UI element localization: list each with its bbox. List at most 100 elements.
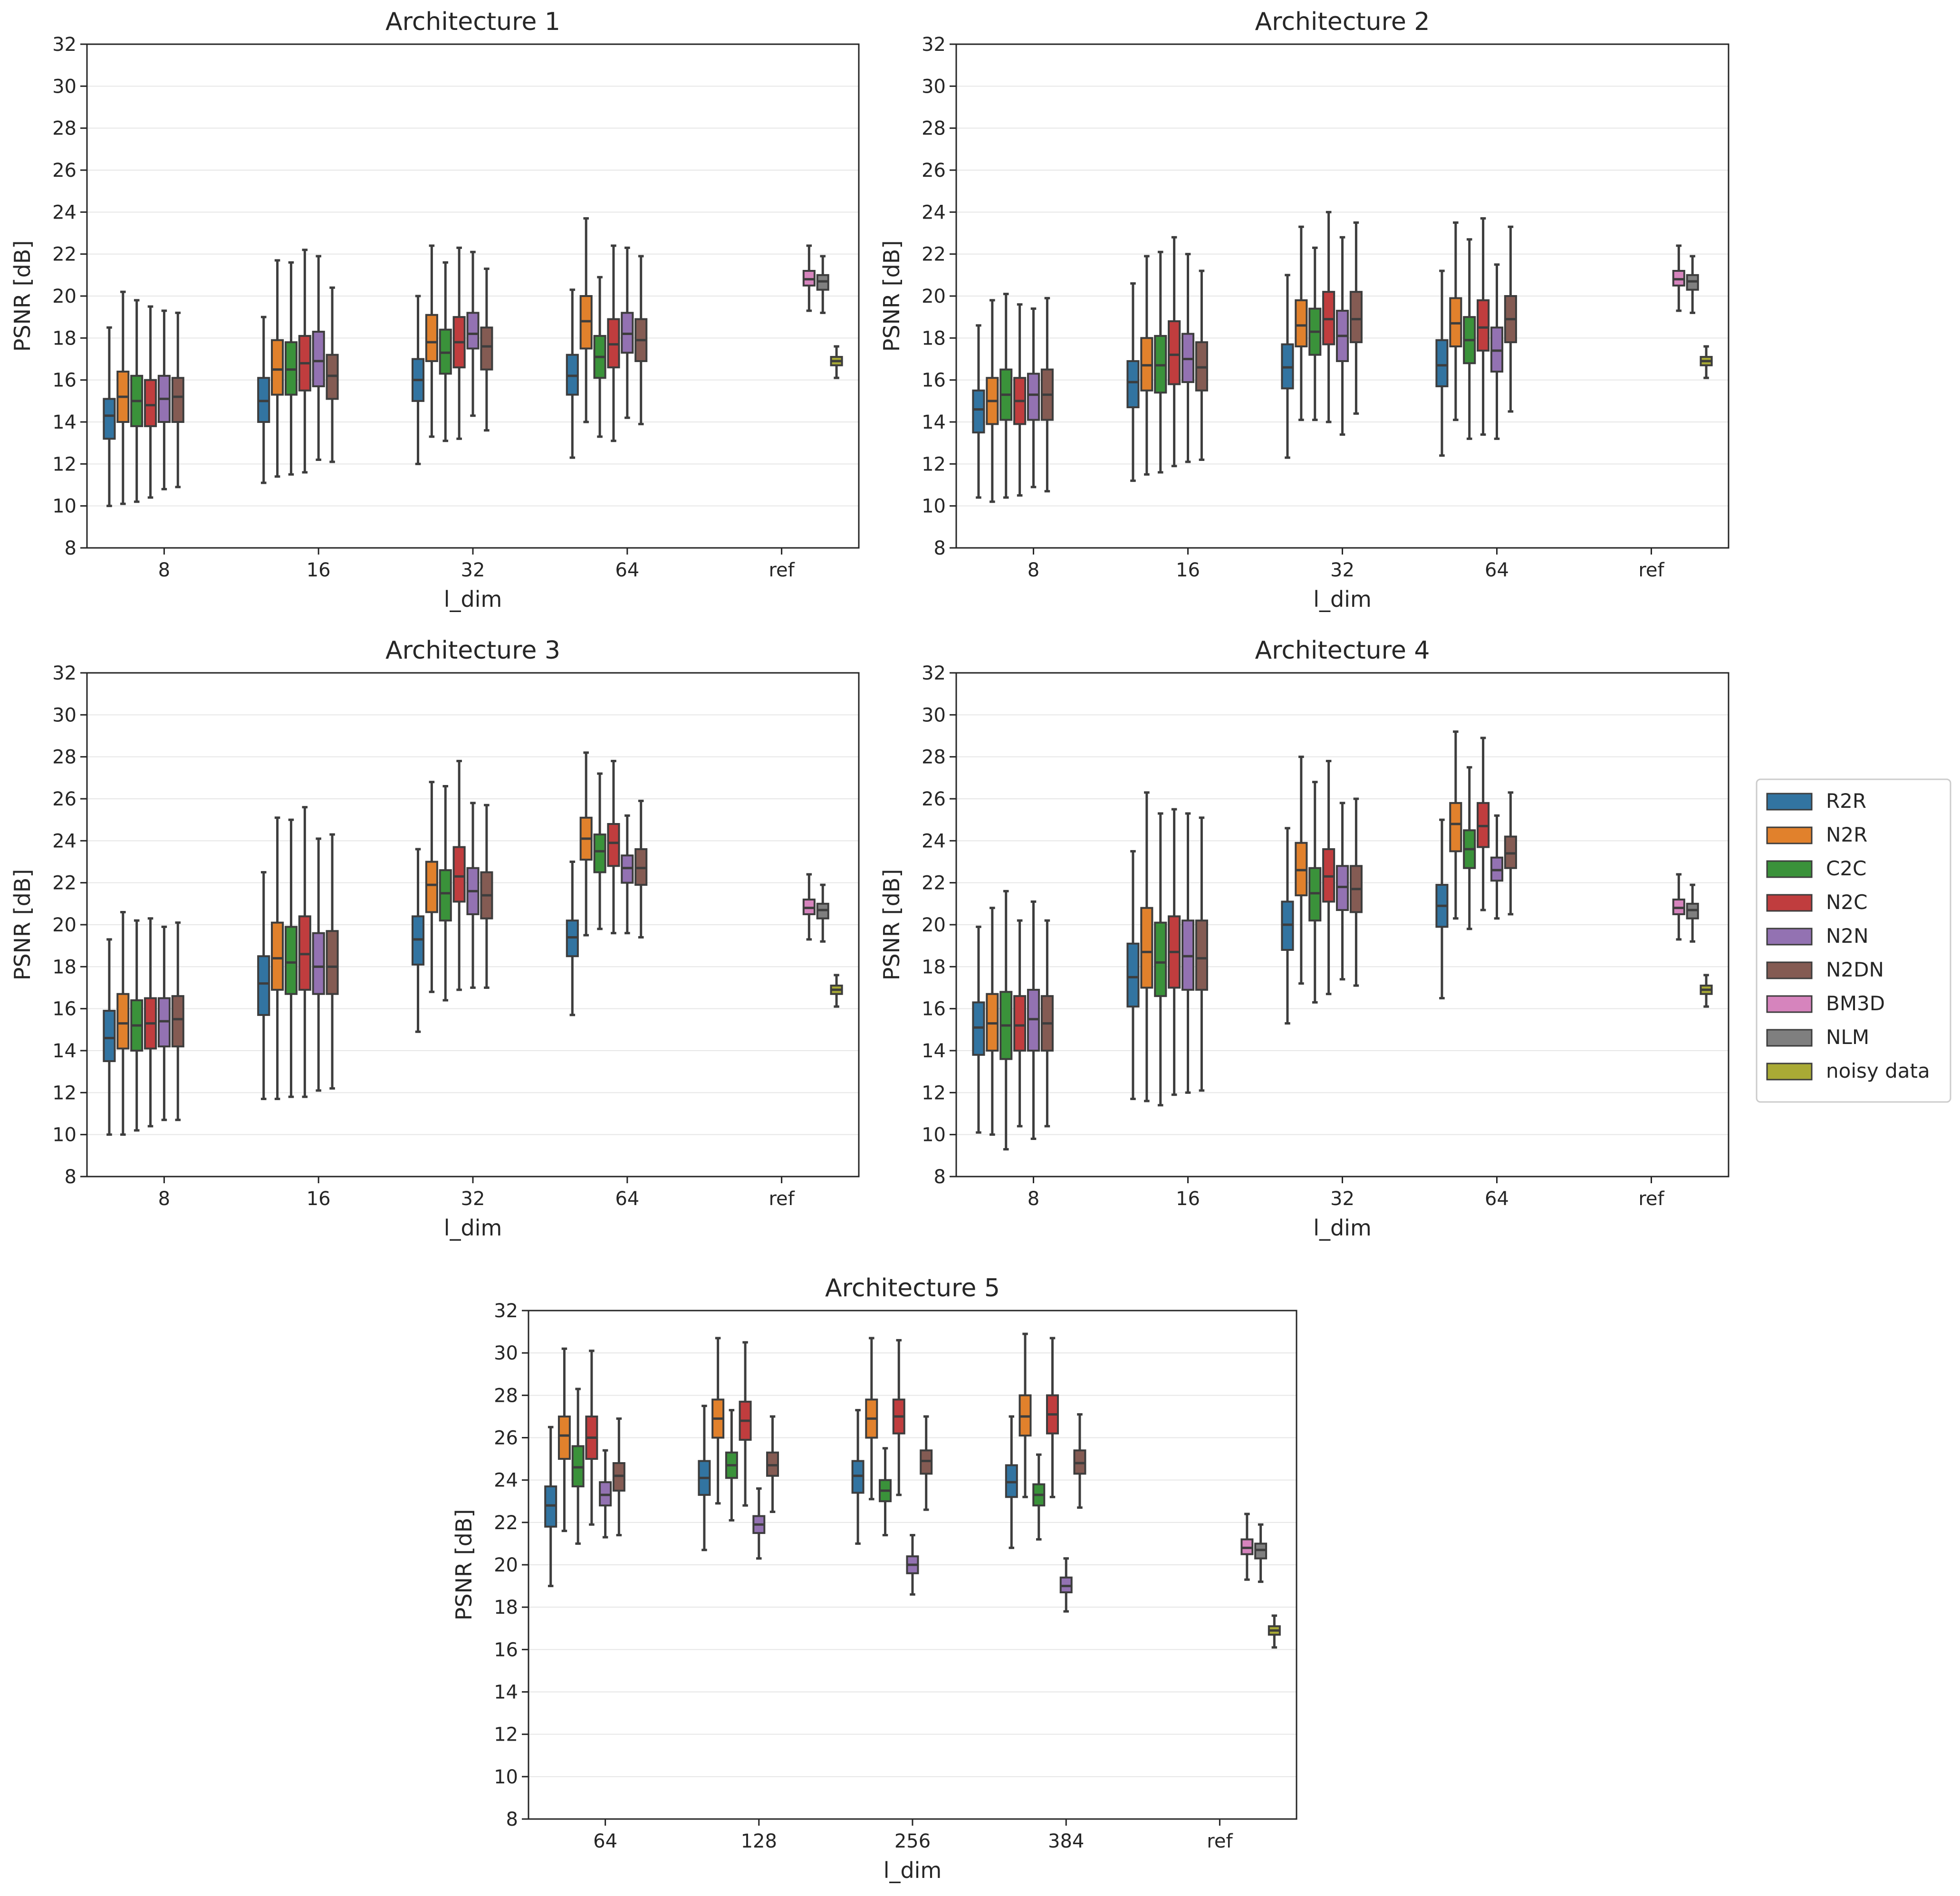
box-body xyxy=(607,823,620,867)
box-n2c xyxy=(585,1350,598,1526)
x-tick-label: 64 xyxy=(1485,559,1509,581)
legend-swatch xyxy=(1766,860,1813,878)
box-body xyxy=(171,995,184,1048)
y-tick-label: 28 xyxy=(922,118,946,140)
x-tick-label: 256 xyxy=(894,1830,931,1852)
box-r2r xyxy=(544,1426,557,1588)
y-tick-label: 10 xyxy=(494,1766,518,1788)
y-tick-label: 28 xyxy=(922,747,946,768)
box-n2dn xyxy=(171,311,184,488)
legend-entry: N2DN xyxy=(1766,958,1884,981)
box-n2n xyxy=(752,1487,766,1560)
box-n2dn xyxy=(612,1417,625,1537)
box-nlm xyxy=(1254,1523,1268,1583)
box-n2r xyxy=(865,1337,878,1501)
legend-entry: C2C xyxy=(1766,857,1866,880)
box-n2c xyxy=(607,760,620,935)
box-r2r xyxy=(1435,269,1449,457)
legend-entry: BM3D xyxy=(1766,992,1885,1015)
legend-swatch xyxy=(1766,1063,1813,1081)
legend-label: N2C xyxy=(1826,891,1867,914)
x-tick-label: 32 xyxy=(1330,1188,1355,1210)
y-tick-label: 20 xyxy=(494,1554,518,1576)
y-tick-label: 10 xyxy=(52,496,77,517)
box-c2c xyxy=(1154,250,1167,474)
box-noisy-data xyxy=(830,974,843,1008)
box-body xyxy=(257,955,270,1016)
y-tick-label: 30 xyxy=(52,704,77,726)
y-tick-label: 24 xyxy=(494,1470,518,1492)
box-body xyxy=(171,377,184,423)
box-n2dn xyxy=(1195,269,1208,461)
box-body xyxy=(1349,291,1363,344)
box-c2c xyxy=(130,299,144,503)
legend-label: N2DN xyxy=(1826,958,1884,981)
box-body xyxy=(1013,995,1027,1052)
box-body xyxy=(271,921,284,991)
box-body xyxy=(284,926,298,995)
box-c2c xyxy=(1154,812,1167,1107)
y-tick-label: 24 xyxy=(52,830,77,852)
box-n2n xyxy=(1027,900,1040,1140)
box-n2c xyxy=(1013,919,1027,1128)
box-noisy-data xyxy=(1700,345,1713,379)
box-body xyxy=(1126,942,1140,1008)
x-axis-label: l_dim xyxy=(1313,1215,1372,1241)
box-n2c xyxy=(892,1339,905,1496)
box-body xyxy=(312,331,325,387)
box-body xyxy=(466,312,480,350)
box-r2r xyxy=(1126,282,1140,482)
box-c2c xyxy=(725,1409,738,1522)
box-n2r xyxy=(116,290,130,505)
box-body xyxy=(326,930,339,995)
box-n2n xyxy=(312,255,325,461)
box-nlm xyxy=(816,883,829,943)
box-n2c xyxy=(298,249,311,474)
y-tick-label: 30 xyxy=(494,1342,518,1364)
legend-label: N2N xyxy=(1826,924,1869,948)
box-n2c xyxy=(144,305,157,499)
box-r2r xyxy=(566,288,579,459)
box-c2c xyxy=(999,890,1013,1151)
x-tick-label: ref xyxy=(769,1188,795,1210)
x-axis-label: l_dim xyxy=(884,1858,942,1883)
x-tick-label: 128 xyxy=(741,1830,777,1852)
box-plots xyxy=(972,211,1713,503)
box-noisy-data xyxy=(1268,1614,1281,1649)
y-tick-label: 16 xyxy=(52,370,77,392)
box-n2dn xyxy=(1195,816,1208,1092)
legend-swatch xyxy=(1766,995,1813,1013)
y-tick-label: 32 xyxy=(52,34,77,56)
panel-title: Architecture 5 xyxy=(825,1274,1000,1302)
y-tick-label: 14 xyxy=(922,1040,946,1062)
x-tick-label: 16 xyxy=(1176,1188,1200,1210)
box-c2c xyxy=(1463,766,1476,930)
y-tick-label: 30 xyxy=(922,704,946,726)
legend-entry: N2R xyxy=(1766,823,1867,846)
x-axis-ticks: 8 16 32 64 ref xyxy=(158,1177,795,1210)
box-n2r xyxy=(1018,1332,1032,1498)
box-n2r xyxy=(986,907,999,1136)
y-tick-label: 12 xyxy=(922,1082,946,1104)
y-tick-label: 28 xyxy=(52,118,77,140)
box-c2c xyxy=(439,785,452,1002)
y-tick-label: 24 xyxy=(922,830,946,852)
box-c2c xyxy=(1032,1453,1046,1541)
box-n2r xyxy=(425,244,438,438)
x-axis-ticks: 8 16 32 64 ref xyxy=(158,548,795,581)
x-tick-label: 384 xyxy=(1048,1830,1084,1852)
legend-frame xyxy=(1756,778,1951,1103)
box-body xyxy=(1477,299,1490,352)
box-bm3d xyxy=(1240,1513,1254,1581)
box-n2n xyxy=(1181,812,1195,1094)
box-n2dn xyxy=(766,1415,779,1513)
box-n2c xyxy=(739,1341,752,1507)
box-r2r xyxy=(411,848,425,1033)
box-n2n xyxy=(1181,253,1195,463)
box-n2n xyxy=(1335,802,1349,981)
y-tick-label: 10 xyxy=(52,1124,77,1146)
y-tick-label: 20 xyxy=(922,286,946,307)
chart-panel: 8 10 12 14 16 18 20 22 24 26 28 30 32 8 16 32 64 ref l_dim… xyxy=(879,8,1729,612)
box-n2c xyxy=(144,917,157,1128)
box-n2n xyxy=(906,1534,919,1596)
